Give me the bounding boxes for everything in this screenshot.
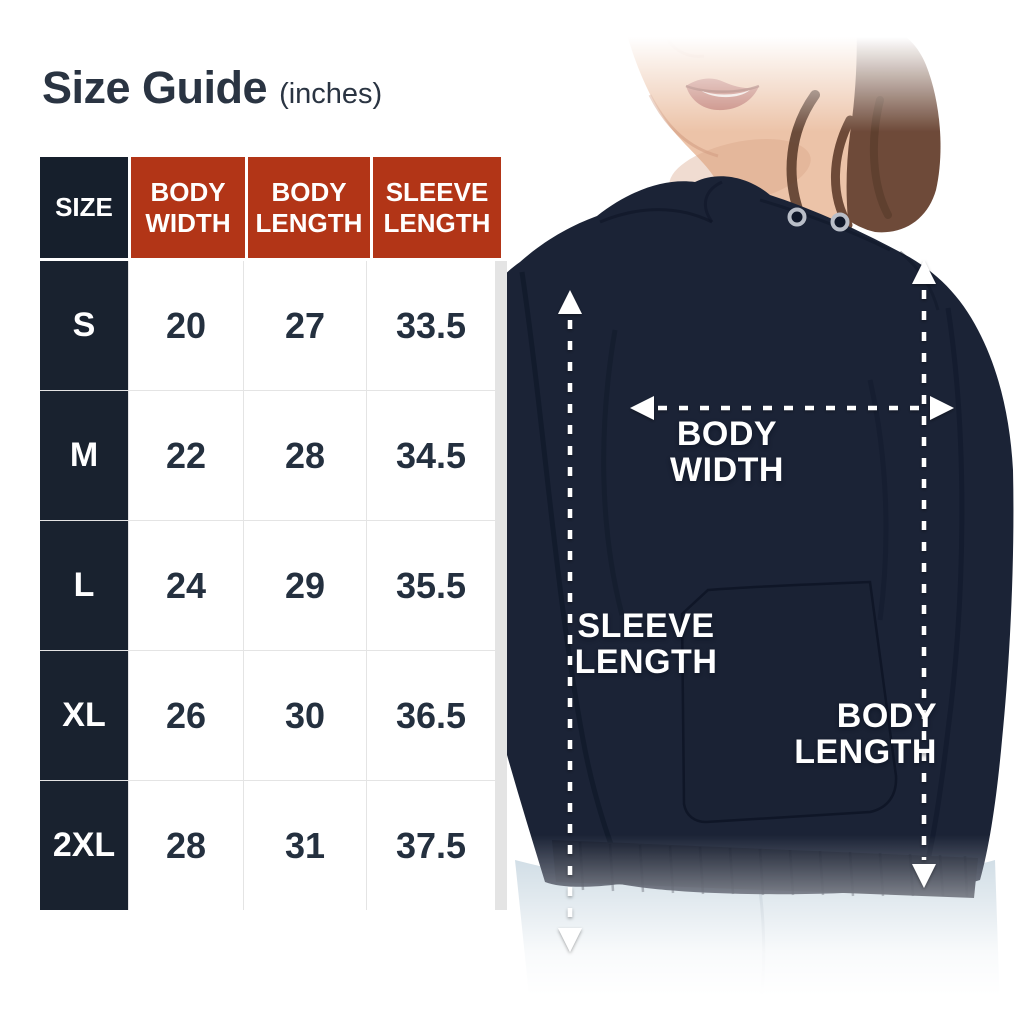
right-arm-seam [923,307,965,869]
row-2xl-sleeve-length: 37.5 [367,781,495,910]
row-2xl-size: 2XL [40,781,128,910]
hood-fold [703,180,723,223]
header-cell-size: SIZE [40,157,128,258]
row-xl-sleeve-length: 36.5 [367,651,495,780]
header-cell-sleeve-length: SLEEVE LENGTH [373,157,501,258]
hood-fold [759,198,891,252]
row-2xl-body-width: 28 [129,781,243,910]
row-xl-body-width: 26 [129,651,243,780]
size-table: SIZE BODY WIDTH BODY LENGTH SLEEVE LENGT… [40,157,507,910]
row-l-body-length: 29 [244,521,366,650]
page-title: Size Guide (inches) [42,62,382,114]
kangaroo-pocket [680,580,898,824]
sleeve-length-arrow [558,290,582,952]
row-s-body-width: 20 [129,261,243,390]
drawstring-eyelet [787,207,807,227]
row-m-size: M [40,391,128,520]
sleeve-length-label: SLEEVE LENGTH [574,607,718,682]
row-m-sleeve-length: 34.5 [367,391,495,520]
header-cell-body-length: BODY LENGTH [248,157,370,258]
row-2xl-body-length: 31 [244,781,366,910]
size-table-header: SIZE BODY WIDTH BODY LENGTH SLEEVE LENGT… [40,157,507,258]
body-fold [601,329,625,616]
row-xl-body-length: 30 [244,651,366,780]
photo-top-fade [420,0,1024,132]
title-unit: (inches) [279,78,383,110]
left-arm-seam [519,271,625,874]
row-xl-size: XL [40,651,128,780]
row-s-sleeve-length: 33.5 [367,261,495,390]
row-l-size: L [40,521,128,650]
body-width-label: BODY WIDTH [670,415,784,490]
row-l-body-width: 24 [129,521,243,650]
title-text: Size Guide [42,62,268,113]
row-s-body-length: 27 [244,261,366,390]
body-length-arrow [912,260,936,888]
row-m-body-length: 28 [244,391,366,520]
row-s-size: S [40,261,128,390]
row-l-sleeve-length: 35.5 [367,521,495,650]
hood-fold [599,208,713,224]
photo-bottom-fade [420,835,1024,1024]
body-width-arrow [630,396,954,420]
row-m-body-width: 22 [129,391,243,520]
header-cell-body-width: BODY WIDTH [131,157,245,258]
body-length-label: BODY LENGTH [794,697,937,772]
drawstring-eyelet [830,212,850,232]
size-table-body: S 20 27 33.5 M 22 28 34.5 L 24 29 35.5 X… [40,258,507,910]
